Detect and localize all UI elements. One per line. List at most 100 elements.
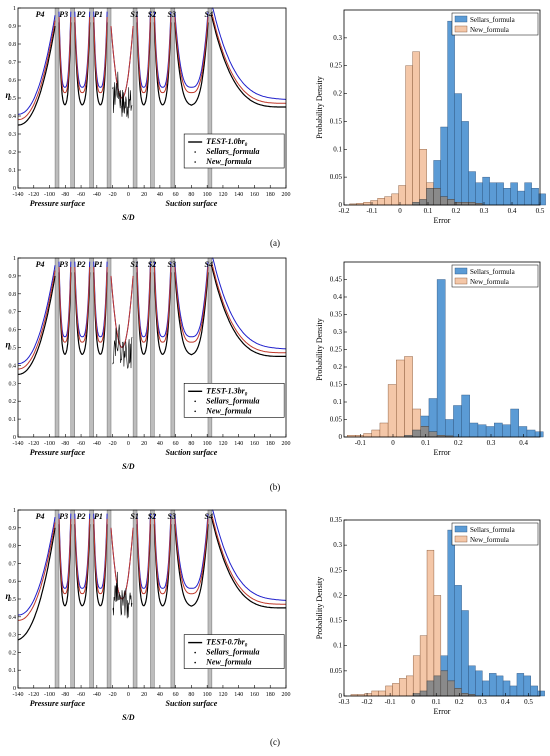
y-tick-label: 0.7 xyxy=(9,561,17,567)
overlap-bar xyxy=(440,670,448,697)
sellars-bar xyxy=(454,93,462,206)
overlap-bar xyxy=(433,675,442,697)
region-label: S3 xyxy=(167,260,175,269)
x-tick-label: 0 xyxy=(127,692,130,698)
sellars-bar xyxy=(494,422,503,438)
new-bar xyxy=(371,690,379,697)
legend-new-label: New_formula xyxy=(205,406,251,415)
overlap-bar xyxy=(454,202,462,206)
region-label: S3 xyxy=(167,10,175,19)
suction-surface-label: Suction surface xyxy=(166,699,218,708)
sellars-bar xyxy=(461,121,469,206)
hist-x-tick-label: 0.2 xyxy=(455,698,464,706)
hist-y-tick-label: 0.35 xyxy=(330,516,343,524)
x-tick-label: 140 xyxy=(234,192,243,198)
hist-x-tick-label: 0.4 xyxy=(501,698,510,706)
sellars-bar xyxy=(477,424,487,438)
hole-gap xyxy=(106,7,112,189)
sellars-bar xyxy=(502,680,511,697)
x-tick-label: 40 xyxy=(157,441,163,447)
x-tick-label: 80 xyxy=(188,192,194,198)
y-tick-label: 1 xyxy=(13,6,16,12)
overlap-bar xyxy=(433,188,441,206)
hist-y-tick-label: 0.35 xyxy=(330,311,343,319)
test-noisy-curve xyxy=(112,571,133,619)
region-label: S3 xyxy=(167,512,175,521)
hole-gap xyxy=(132,7,138,189)
new-bar xyxy=(412,51,420,206)
y-tick-label: 0.5 xyxy=(9,597,17,603)
sellars-bar xyxy=(538,193,546,206)
legend-new-label: New_formula xyxy=(205,658,251,667)
new-bar xyxy=(412,655,421,697)
y-tick-label: 0.4 xyxy=(9,114,17,120)
hist-legend-sellars-label: Sellars_formula xyxy=(470,268,516,276)
eta-plot-a: -140 -120 -100 -80 -60 -40 -20 0 20 40 60 80 100 120 1… xyxy=(6,6,291,222)
hole-gap xyxy=(70,7,75,189)
hole-gap xyxy=(54,7,60,189)
hist-y-tick-label: 0.3 xyxy=(333,34,342,42)
x-tick-label: -140 xyxy=(13,692,24,698)
x-tick-label: -140 xyxy=(13,192,24,198)
new-bar xyxy=(385,685,393,697)
legend-sellars-label: Sellars_formula xyxy=(206,396,259,405)
y-tick-label: 0 xyxy=(13,186,16,192)
new-bar xyxy=(426,549,435,697)
hist-x-tick-label: 0 xyxy=(398,207,402,215)
pressure-surface-label: Pressure surface xyxy=(30,199,86,208)
y-axis-label: η xyxy=(6,591,11,601)
legend-test-label: TEST-0.7br0 xyxy=(206,638,248,649)
x-tick-label: 160 xyxy=(250,692,259,698)
hole-gap xyxy=(170,509,176,689)
hist-y-tick-label: 0.25 xyxy=(330,62,343,70)
region-label: S1 xyxy=(130,10,138,19)
legend-subscript: 0 xyxy=(245,644,248,649)
x-tick-label: 180 xyxy=(266,192,275,198)
x-tick-label: 160 xyxy=(250,192,259,198)
legend-subscript: 0 xyxy=(245,392,248,397)
y-tick-label: 0.2 xyxy=(9,150,17,156)
legend-box xyxy=(183,382,285,418)
region-label: S4 xyxy=(205,10,213,19)
x-tick-label: 20 xyxy=(141,692,147,698)
y-tick-label: 0.7 xyxy=(9,60,17,66)
hist-x-tick-label: 0.3 xyxy=(478,698,487,706)
x-tick-label: 120 xyxy=(218,441,227,447)
x-tick-label: -20 xyxy=(109,692,117,698)
sellars-bar xyxy=(510,182,518,206)
sellars-bar xyxy=(518,426,528,438)
hist-y-tick-label: 0.1 xyxy=(333,398,342,406)
legend-marker-sellars xyxy=(194,400,196,403)
y-tick-label: 0.4 xyxy=(9,363,17,369)
sellars-bar xyxy=(475,670,483,697)
suction-surface-label: Suction surface xyxy=(166,199,218,208)
y-tick-label: 0.2 xyxy=(9,650,17,656)
sellars-bar xyxy=(523,675,531,697)
hist-x-tick-label: 0.3 xyxy=(480,207,489,215)
region-label: S1 xyxy=(130,512,138,521)
y-tick-label: 0.1 xyxy=(9,668,17,674)
hist-legend-swatch-new xyxy=(454,25,468,33)
overlap-bar xyxy=(420,426,430,438)
new-bar xyxy=(391,193,399,206)
hist-legend-new-label: New_formula xyxy=(470,278,510,286)
x-tick-label: -20 xyxy=(109,441,117,447)
hist-y-tick-label: 0.05 xyxy=(330,667,343,675)
y-tick-label: 0 xyxy=(13,435,16,441)
new-bar xyxy=(384,196,392,206)
x-tick-label: 40 xyxy=(157,192,163,198)
legend-test-label: TEST-1.0br0 xyxy=(206,137,248,148)
legend-marker-sellars xyxy=(194,151,196,153)
sellars-bar xyxy=(482,680,490,697)
y-tick-label: 0.5 xyxy=(9,346,17,352)
x-tick-label: -140 xyxy=(13,441,24,447)
y-tick-label: 0.3 xyxy=(9,132,17,138)
y-tick-label: 1 xyxy=(13,508,16,514)
hist-y-axis-label: Probability Density xyxy=(315,318,324,380)
region-label: P2 xyxy=(77,512,86,521)
overlap-bar xyxy=(440,196,448,206)
region-label: P1 xyxy=(94,512,103,521)
x-axis-label: S/D xyxy=(122,213,135,222)
legend-sellars-label: Sellars_formula xyxy=(206,648,259,657)
hist-legend-swatch-sellars xyxy=(454,267,468,275)
